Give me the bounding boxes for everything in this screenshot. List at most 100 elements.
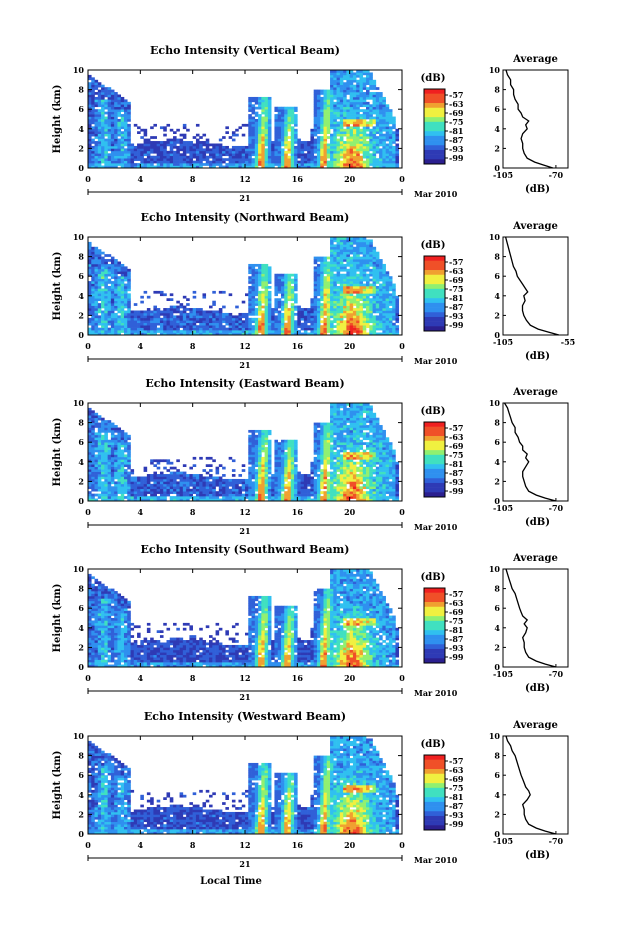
heatmap-cell — [356, 85, 360, 88]
heatmap-cell — [104, 330, 108, 333]
heatmap-cell — [104, 308, 108, 311]
heatmap-cell — [101, 95, 105, 98]
heatmap-cell — [337, 288, 341, 291]
heatmap-cell — [337, 247, 341, 250]
heatmap-cell — [127, 479, 131, 482]
heatmap-cell — [366, 291, 370, 294]
heatmap-cell — [337, 298, 341, 301]
heatmap-cell — [376, 276, 380, 279]
heatmap-cell — [238, 315, 242, 318]
heatmap-cell — [88, 136, 92, 139]
heatmap-cell — [376, 119, 380, 122]
heatmap-cell — [395, 136, 399, 139]
heatmap-cell — [127, 286, 131, 289]
heatmap-cell — [163, 477, 167, 480]
heatmap-cell — [163, 151, 167, 154]
heatmap-cell — [153, 161, 157, 164]
colorbar-swatch — [424, 122, 445, 127]
heatmap-cell — [216, 311, 220, 314]
heatmap-cell — [193, 328, 197, 331]
heatmap-cell — [317, 308, 321, 311]
heatmap-cell — [124, 286, 128, 289]
heatmap-cell — [386, 276, 390, 279]
heatmap-cell — [98, 249, 102, 252]
heatmap-cell — [91, 486, 95, 489]
heatmap-cell — [121, 119, 125, 122]
heatmap-cell — [317, 259, 321, 262]
heatmap-cell — [180, 141, 184, 144]
heatmap-cell — [274, 308, 278, 311]
heatmap-cell — [337, 141, 341, 144]
heatmap-cell — [124, 139, 128, 142]
heatmap-cell — [350, 293, 354, 296]
heatmap-cell — [183, 148, 187, 151]
heatmap-cell — [111, 481, 115, 484]
heatmap-cell — [144, 328, 148, 331]
heatmap-cell — [373, 281, 377, 284]
heatmap-cell — [163, 293, 167, 296]
heatmap-cell — [271, 328, 275, 331]
heatmap-cell — [320, 298, 324, 301]
heatmap-cell — [108, 259, 112, 262]
heatmap-cell — [108, 102, 112, 105]
heatmap-cell — [268, 109, 272, 112]
heatmap-cell — [363, 163, 367, 166]
heatmap-cell — [186, 477, 190, 480]
heatmap-cell — [307, 158, 311, 161]
heatmap-cell — [202, 320, 206, 323]
heatmap-cell — [330, 95, 334, 98]
heatmap-cell — [359, 257, 363, 260]
heatmap-cell — [186, 158, 190, 161]
heatmap-cell — [193, 311, 197, 314]
heatmap-cell — [268, 102, 272, 105]
heatmap-cell — [288, 121, 292, 124]
heatmap-cell — [281, 328, 285, 331]
heatmap-cell — [379, 92, 383, 95]
heatmap-cell — [216, 151, 220, 154]
heatmap-cell — [268, 126, 272, 129]
heatmap-cell — [356, 131, 360, 134]
heatmap-cell — [238, 153, 242, 156]
heatmap-cell — [268, 146, 272, 149]
heatmap-cell — [163, 323, 167, 326]
heatmap-cell — [320, 153, 324, 156]
heatmap-cell — [284, 279, 288, 282]
heatmap-cell — [170, 163, 174, 166]
heatmap-cell — [117, 428, 121, 431]
heatmap-cell — [153, 141, 157, 144]
heatmap-cell — [255, 102, 259, 105]
heatmap-cell — [157, 144, 161, 147]
heatmap-cell — [124, 99, 128, 102]
heatmap-cell — [317, 315, 321, 318]
heatmap-cell — [363, 85, 367, 88]
heatmap-cell — [330, 161, 334, 164]
heatmap-cell — [291, 126, 295, 129]
heatmap-cell — [363, 146, 367, 149]
heatmap-cell — [111, 163, 115, 166]
heatmap-cell — [242, 148, 246, 151]
heatmap-cell — [255, 119, 259, 122]
heatmap-cell — [238, 156, 242, 159]
heatmap-cell — [284, 301, 288, 304]
heatmap-cell — [108, 158, 112, 161]
heatmap-cell — [324, 266, 328, 269]
heatmap-cell — [356, 72, 360, 75]
heatmap-cell — [193, 156, 197, 159]
heatmap-cell — [340, 102, 344, 105]
heatmap-cell — [88, 472, 92, 475]
heatmap-cell — [261, 121, 265, 124]
heatmap-cell — [95, 425, 99, 428]
heatmap-cell — [163, 146, 167, 149]
heatmap-cell — [137, 126, 141, 129]
heatmap-cell — [346, 315, 350, 318]
heatmap-cell — [88, 474, 92, 477]
heatmap-cell — [101, 99, 105, 102]
heatmap-cell — [343, 117, 347, 120]
heatmap-cell — [261, 284, 265, 287]
heatmap-cell — [242, 323, 246, 326]
heatmap-cell — [297, 161, 301, 164]
heatmap-cell — [258, 269, 262, 272]
heatmap-cell — [167, 311, 171, 314]
heatmap-cell — [356, 92, 360, 95]
heatmap-cell — [114, 435, 118, 438]
